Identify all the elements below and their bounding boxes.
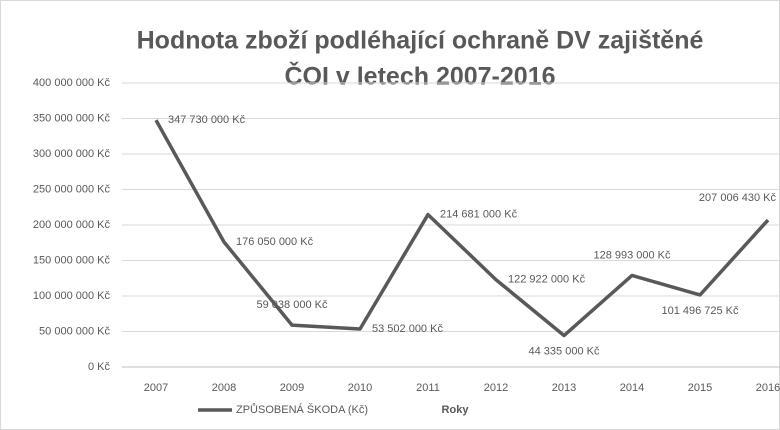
x-tick-label: 2015	[688, 382, 712, 394]
data-label: 59 038 000 Kč	[257, 299, 328, 311]
x-tick-label: 2012	[484, 382, 508, 394]
x-tick-label: 2016	[756, 382, 780, 394]
data-label: 176 050 000 Kč	[236, 236, 314, 248]
y-tick-label: 300 000 000 Kč	[33, 148, 111, 160]
data-label: 53 502 000 Kč	[372, 323, 443, 335]
chart-title: Hodnota zboží podléhající ochraně DV zaj…	[137, 27, 704, 55]
data-label: 207 006 430 Kč	[699, 192, 777, 204]
x-tick-label: 2009	[280, 382, 304, 394]
y-tick-label: 150 000 000 Kč	[33, 254, 111, 266]
data-label: 122 922 000 Kč	[508, 274, 586, 286]
line	[154, 119, 770, 338]
data-label: 128 993 000 Kč	[593, 249, 671, 261]
chart-title: ČOI v letech 2007-2016	[285, 61, 556, 91]
y-tick-label: 250 000 000 Kč	[33, 183, 111, 195]
y-tick-label: 200 000 000 Kč	[33, 219, 111, 231]
x-axis-label: Roky	[442, 404, 470, 416]
x-tick-label: 2013	[552, 382, 576, 394]
y-tick-label: 350 000 000 Kč	[33, 112, 111, 124]
y-tick-label: 0 Kč	[88, 361, 111, 373]
y-tick-label: 100 000 000 Kč	[33, 290, 111, 302]
y-tick-label: 50 000 000 Kč	[39, 325, 110, 337]
x-tick-label: 2007	[144, 382, 168, 394]
data-label: 347 730 000 Kč	[168, 114, 246, 126]
data-label: 44 335 000 Kč	[529, 345, 600, 357]
legend-label: ZPŮSOBENÁ ŠKODA (Kč)	[236, 403, 368, 416]
x-tick-label: 2011	[416, 382, 440, 394]
x-tick-label: 2010	[348, 382, 372, 394]
y-tick-label: 400 000 000 Kč	[33, 77, 111, 89]
x-tick-label: 2014	[620, 382, 644, 394]
x-tick-label: 2008	[212, 382, 236, 394]
data-label: 214 681 000 Kč	[440, 208, 518, 220]
data-label: 101 496 725 Kč	[661, 305, 739, 317]
